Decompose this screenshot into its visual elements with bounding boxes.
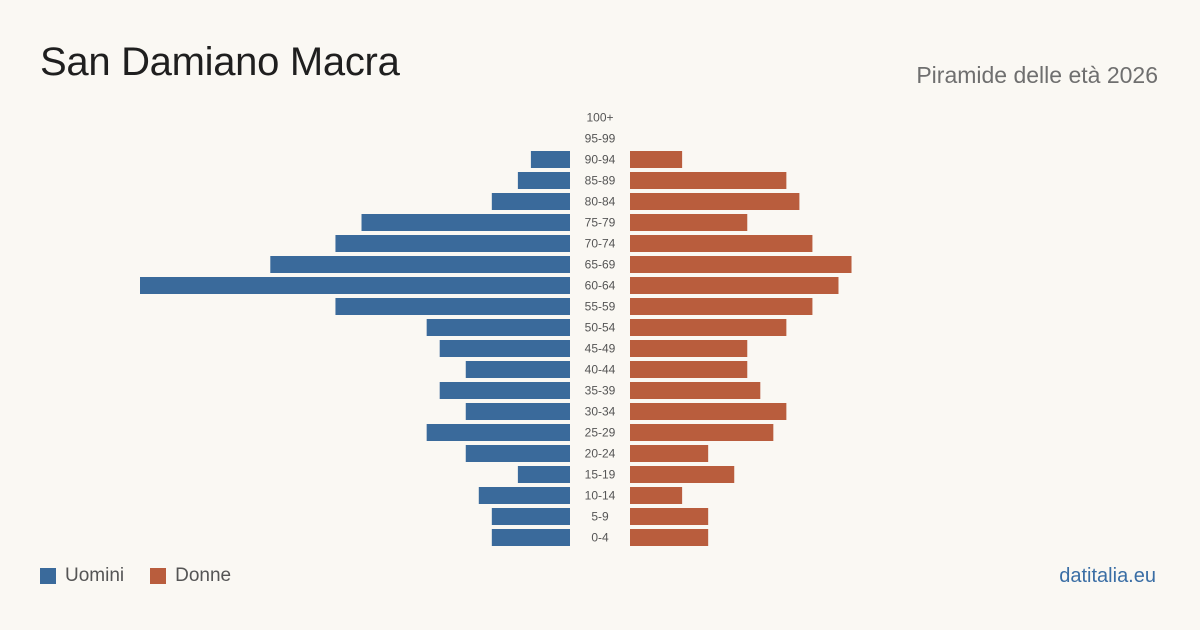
- bar-men-30-34: [465, 403, 570, 420]
- age-label: 0-4: [591, 531, 609, 545]
- bar-women-45-49: [630, 340, 748, 357]
- age-label: 90-94: [585, 153, 616, 167]
- bar-women-20-24: [630, 445, 709, 462]
- source-credit: datitalia.eu: [1059, 565, 1156, 587]
- bar-women-30-34: [630, 403, 787, 420]
- age-label: 70-74: [585, 237, 616, 251]
- bar-men-85-89: [517, 172, 570, 189]
- age-label: 60-64: [585, 279, 616, 293]
- age-label: 85-89: [585, 174, 616, 188]
- age-label: 10-14: [585, 489, 616, 503]
- bar-women-10-14: [630, 487, 683, 504]
- bar-women-80-84: [630, 193, 800, 210]
- bar-women-75-79: [630, 214, 748, 231]
- legend-label-women: Donne: [175, 565, 232, 586]
- age-label: 45-49: [585, 342, 616, 356]
- age-label: 50-54: [585, 321, 616, 335]
- bar-men-45-49: [439, 340, 570, 357]
- bar-men-70-74: [335, 235, 570, 252]
- bar-men-5-9: [491, 508, 570, 525]
- legend-item-women: Donne: [150, 565, 231, 587]
- chart-subtitle: Piramide delle età 2026: [916, 62, 1158, 88]
- age-label: 55-59: [585, 300, 616, 314]
- age-label: 80-84: [585, 195, 616, 209]
- chart-legend: Uomini Donne: [40, 565, 257, 587]
- bar-men-75-79: [361, 214, 570, 231]
- bar-men-20-24: [465, 445, 570, 462]
- bar-women-85-89: [630, 172, 787, 189]
- bar-women-70-74: [630, 235, 813, 252]
- bar-men-50-54: [426, 319, 570, 336]
- bar-men-35-39: [439, 382, 570, 399]
- bar-women-90-94: [630, 151, 683, 168]
- bar-men-60-64: [140, 277, 570, 294]
- bar-men-10-14: [478, 487, 570, 504]
- legend-swatch-women: [150, 568, 167, 584]
- age-label: 20-24: [585, 447, 616, 461]
- bar-men-25-29: [426, 424, 570, 441]
- bar-men-15-19: [517, 466, 570, 483]
- bar-women-55-59: [630, 298, 813, 315]
- bar-women-0-4: [630, 529, 709, 546]
- bar-men-80-84: [491, 193, 570, 210]
- age-label: 40-44: [585, 363, 616, 377]
- legend-label-men: Uomini: [65, 565, 125, 586]
- age-label: 95-99: [585, 132, 616, 146]
- bar-women-50-54: [630, 319, 787, 336]
- bar-women-65-69: [630, 256, 852, 273]
- legend-item-men: Uomini: [40, 565, 124, 587]
- bar-men-65-69: [270, 256, 570, 273]
- bar-women-60-64: [630, 277, 839, 294]
- bar-women-40-44: [630, 361, 748, 378]
- bar-women-25-29: [630, 424, 774, 441]
- age-label: 65-69: [585, 258, 616, 272]
- bar-men-55-59: [335, 298, 570, 315]
- age-label: 75-79: [585, 216, 616, 230]
- bar-women-35-39: [630, 382, 761, 399]
- bar-men-0-4: [491, 529, 570, 546]
- age-label: 15-19: [585, 468, 616, 482]
- age-label: 100+: [586, 111, 613, 125]
- bar-women-15-19: [630, 466, 735, 483]
- age-label: 25-29: [585, 426, 616, 440]
- legend-swatch-men: [40, 568, 56, 584]
- page-title: San Damiano Macra: [40, 40, 400, 84]
- age-label: 35-39: [585, 384, 616, 398]
- bar-men-90-94: [530, 151, 570, 168]
- bar-women-5-9: [630, 508, 709, 525]
- age-label: 5-9: [591, 510, 609, 524]
- age-label: 30-34: [585, 405, 616, 419]
- bar-men-40-44: [465, 361, 570, 378]
